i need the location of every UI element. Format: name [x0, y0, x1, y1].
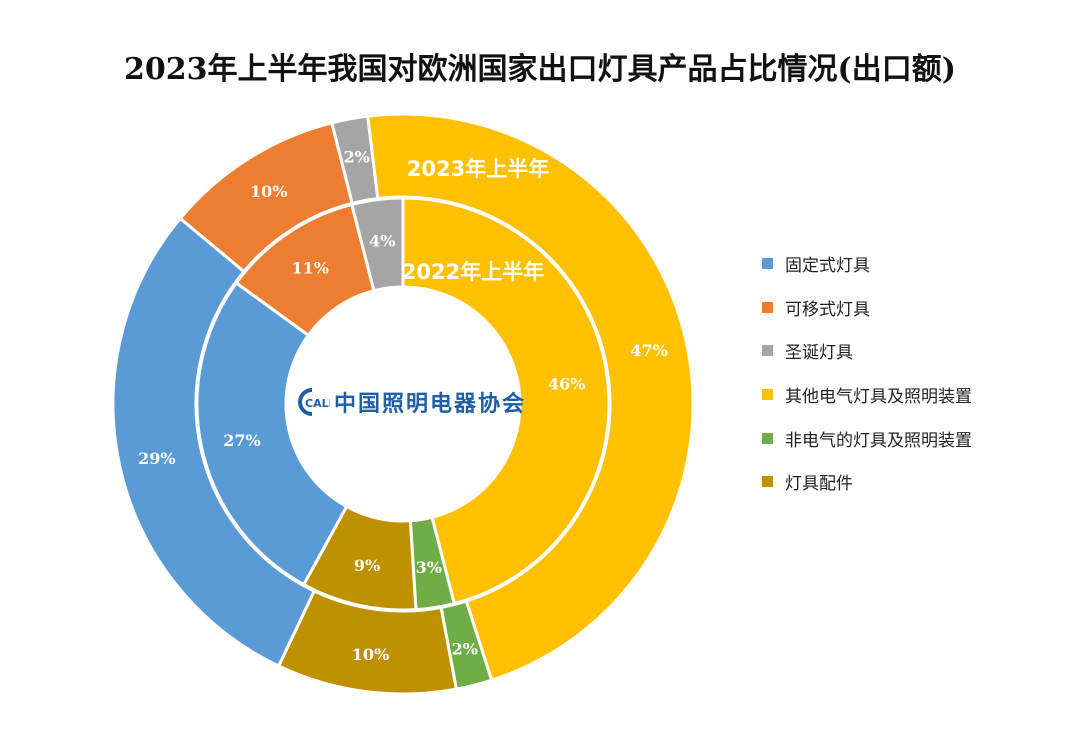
legend: 固定式灯具可移式灯具圣诞灯具其他电气灯具及照明装置 非电气的灯具及照明装置 灯具配件	[762, 242, 972, 504]
inner-label-fixed-lamps: 27%	[223, 431, 260, 450]
legend-item-other-electric-lighting: 其他电气灯具及照明装置	[762, 373, 972, 417]
legend-label: 其他电气灯具及照明装置	[785, 387, 972, 408]
legend-label: 固定式灯具	[785, 256, 870, 277]
outer-label-other-electric-lighting: 47%	[630, 341, 667, 360]
donut-center	[287, 288, 519, 520]
legend-item-fixed-lamps: 固定式灯具	[762, 242, 972, 286]
legend-swatch	[762, 345, 773, 357]
legend-label: 圣诞灯具	[785, 343, 853, 364]
inner-label-other-electric-lighting: 46%	[548, 374, 585, 393]
inner-label-non-electric-lighting: 3%	[416, 558, 442, 577]
legend-item-christmas-lamps: 圣诞灯具	[762, 329, 972, 373]
watermark-text: 中国照明电器协会	[334, 391, 527, 417]
inner-label-christmas-lamps: 4%	[369, 231, 395, 250]
ring-labels: 2023年上半年 2022年上半年	[402, 157, 549, 284]
legend-label: 可移式灯具	[785, 299, 870, 320]
legend-item-non-electric-lighting: 非电气的灯具及照明装置	[762, 416, 972, 460]
outer-label-non-electric-lighting: 2%	[452, 639, 478, 658]
logo-mark-icon: CALI	[296, 387, 333, 417]
outer-label-fixed-lamps: 29%	[138, 449, 175, 468]
legend-label: 灯具配件	[785, 474, 853, 495]
legend-swatch	[762, 389, 773, 401]
legend-item-portable-lamps: 可移式灯具	[762, 286, 972, 330]
inner-ring-name: 2022年上半年	[402, 260, 544, 284]
inner-slice-christmas-lamps	[349, 196, 405, 293]
watermark-logo: CALI 中国照明电器协会	[296, 386, 526, 418]
legend-swatch	[762, 258, 773, 270]
inner-label-lamp-parts: 9%	[354, 556, 380, 575]
inner-ring	[195, 196, 611, 612]
legend-swatch	[762, 301, 773, 313]
chart-title: 2023年上半年我国对欧洲国家出口灯具产品占比情况(出口额)	[124, 52, 956, 87]
legend-swatch	[762, 476, 773, 488]
outer-label-christmas-lamps: 2%	[343, 147, 369, 166]
slice-labels: 47% 2% 10% 29% 10% 2% 46% 3% 9% 27% 11% 4%	[138, 147, 668, 664]
inner-label-portable-lamps: 11%	[292, 259, 329, 278]
legend-swatch	[762, 432, 773, 444]
legend-item-lamp-parts: 灯具配件	[762, 460, 972, 504]
inner-slice-other-electric-lighting	[401, 196, 611, 606]
logo-mark-text: CALI	[305, 397, 330, 410]
outer-label-lamp-parts: 10%	[352, 645, 389, 664]
outer-label-portable-lamps: 10%	[250, 182, 287, 201]
inner-slice-fixed-lamps	[195, 280, 349, 587]
legend-label: 非电气的灯具及照明装置	[785, 430, 972, 451]
outer-ring-name: 2023年上半年	[407, 157, 549, 181]
